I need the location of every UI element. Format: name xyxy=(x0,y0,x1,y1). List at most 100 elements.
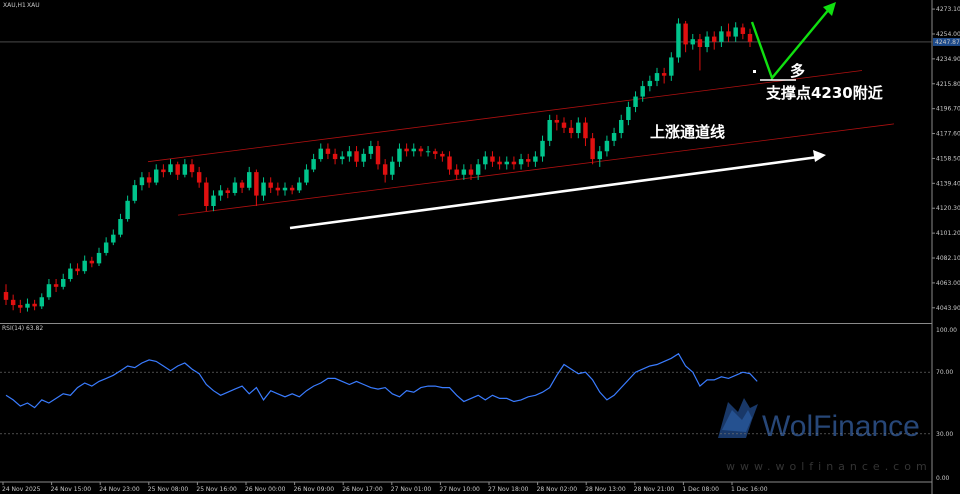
candle xyxy=(418,146,424,157)
candle-body xyxy=(325,148,331,154)
candle-body xyxy=(697,39,703,48)
candle xyxy=(669,52,674,81)
candle-body xyxy=(347,151,352,157)
candle xyxy=(440,151,445,162)
candle xyxy=(454,164,459,180)
candle-body xyxy=(676,23,681,58)
candle xyxy=(504,156,509,170)
candle-body xyxy=(661,73,667,76)
candle-body xyxy=(39,297,44,307)
candle-body xyxy=(747,33,753,42)
time-tick-label: 1 Dec 16:00 xyxy=(731,486,768,493)
chart-frame xyxy=(0,0,933,494)
candle xyxy=(447,151,452,175)
candle xyxy=(175,161,180,180)
candle-body xyxy=(511,161,517,165)
candle-body xyxy=(440,153,445,157)
channel-lower-line xyxy=(177,123,895,216)
candle xyxy=(511,156,517,170)
rsi-line xyxy=(5,352,758,409)
candle-body xyxy=(733,27,738,37)
candle-body xyxy=(375,146,381,165)
candle xyxy=(275,182,281,196)
candle xyxy=(726,23,731,42)
candle xyxy=(46,278,52,300)
candle xyxy=(111,229,116,246)
candle xyxy=(182,159,188,178)
candle xyxy=(576,117,581,139)
candle xyxy=(10,294,16,311)
channel-label: 上涨通道线 xyxy=(650,123,725,141)
candle-body xyxy=(225,190,230,193)
candle xyxy=(554,114,560,131)
candle-body xyxy=(204,182,209,207)
candle-body xyxy=(404,148,409,152)
candle-body xyxy=(583,122,588,139)
candle-body xyxy=(490,156,495,162)
long-label: 多 xyxy=(790,62,805,80)
candle xyxy=(375,140,381,170)
time-tick-label: 28 Nov 21:00 xyxy=(634,486,675,493)
time-tick-label: 25 Nov 08:00 xyxy=(148,486,189,493)
candle-body xyxy=(61,278,66,287)
price-tick-label: 4082.10 xyxy=(936,255,960,262)
candle xyxy=(340,151,345,165)
candle-body xyxy=(154,169,159,183)
candle xyxy=(103,237,109,256)
time-tick-label: 27 Nov 01:00 xyxy=(391,486,432,493)
candle xyxy=(347,146,352,162)
candle-body xyxy=(182,164,188,175)
watermark-brand: WolFinance xyxy=(762,410,920,443)
candle-body xyxy=(254,172,259,196)
candle-body xyxy=(411,148,416,152)
candle xyxy=(18,299,23,313)
candle xyxy=(697,33,703,71)
candle-body xyxy=(175,164,180,175)
time-tick-label: 26 Nov 09:00 xyxy=(294,486,335,493)
candle xyxy=(740,23,746,40)
candle xyxy=(61,273,66,290)
candle-body xyxy=(239,182,245,188)
time-tick-label: 26 Nov 17:00 xyxy=(342,486,383,493)
time-tick-label: 27 Nov 10:00 xyxy=(439,486,480,493)
candle-body xyxy=(368,146,374,154)
candle xyxy=(654,67,660,87)
time-tick-label: 27 Nov 18:00 xyxy=(488,486,529,493)
candle xyxy=(640,80,645,102)
candle-body xyxy=(340,156,345,160)
projection-arrow-path xyxy=(750,7,831,81)
candle-body xyxy=(25,303,30,308)
candle xyxy=(225,187,230,199)
time-axis: 24 Nov 2025 24 Nov 15:00 24 Nov 23:00 25 No… xyxy=(2,482,768,493)
candle xyxy=(433,148,438,160)
time-tick-label: 26 Nov 00:00 xyxy=(245,486,286,493)
candle-body xyxy=(89,260,95,264)
candle-body xyxy=(626,106,631,120)
candle xyxy=(82,255,87,274)
candle-body xyxy=(96,252,102,264)
candle-body xyxy=(218,190,223,196)
time-tick-label: 24 Nov 23:00 xyxy=(99,486,140,493)
candle-body xyxy=(232,182,238,193)
candle xyxy=(68,263,73,282)
candle-body xyxy=(425,151,431,153)
candle xyxy=(425,146,431,157)
candle xyxy=(690,33,695,50)
candle-body xyxy=(247,172,252,188)
candle xyxy=(604,135,610,157)
candle-body xyxy=(32,303,37,307)
candle xyxy=(189,159,195,178)
rsi-tick-label: 70.00 xyxy=(936,369,953,376)
rsi-panel: 100.00 70.00 30.00 0.00 xyxy=(0,327,957,482)
candle xyxy=(540,135,545,162)
candle-body xyxy=(289,187,295,191)
candle-body xyxy=(561,122,567,128)
candle-body xyxy=(604,140,610,152)
candle-body xyxy=(82,260,87,272)
time-tick-label: 1 Dec 08:00 xyxy=(682,486,719,493)
candle xyxy=(25,298,30,312)
price-axis: 4273.10 4254.00 4234.90 4215.80 4196.70 4177.… xyxy=(932,6,960,312)
candle xyxy=(361,148,366,167)
candle-body xyxy=(554,119,560,123)
candle xyxy=(289,185,295,195)
